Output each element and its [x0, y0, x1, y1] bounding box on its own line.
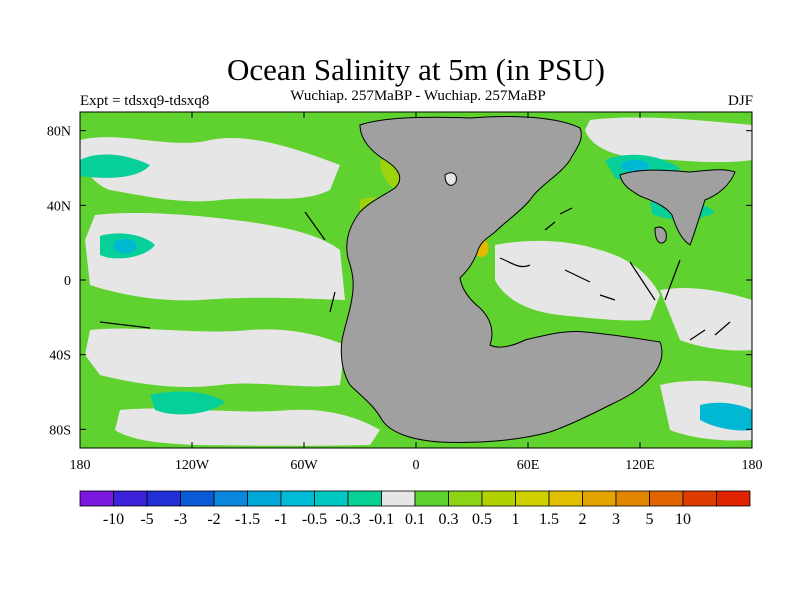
colorbar-label: -1.5: [235, 511, 260, 528]
near-zero-north-east: [585, 117, 752, 163]
colorbar-label: 10: [675, 511, 691, 528]
near-zero-south-pacific: [85, 328, 345, 387]
colorbar-label: -10: [103, 511, 124, 528]
colorbar-swatch: [481, 490, 516, 507]
colorbar-swatch: [79, 490, 114, 507]
near-zero-north-pacific: [80, 137, 340, 202]
colorbar-swatch: [180, 490, 215, 507]
colorbar-label: 1: [512, 511, 520, 528]
colorbar-swatch: [146, 490, 181, 507]
near-zero-tethys: [495, 240, 660, 321]
colorbar-swatch: [649, 490, 684, 507]
map-axis-ticks: 180 120W 60W 0 60E 120E 180 80N 40N 0 40S 80S: [47, 112, 763, 473]
land-masses: [340, 115, 736, 444]
coast-fragment-6: [629, 261, 656, 301]
x-tick-label: 180: [742, 458, 763, 473]
colorbar-swatch: [615, 490, 650, 507]
coastline-fragments: [99, 207, 731, 341]
coast-fragment-3: [329, 291, 336, 313]
coast-fragment-9: [689, 321, 731, 341]
map-title: Ocean Salinity at 5m (in PSU): [227, 52, 605, 87]
map-subtitle: Wuchiap. 257MaBP - Wuchiap. 257MaBP: [290, 88, 546, 104]
colorbar-label: -1: [274, 511, 287, 528]
east-island-middle: [654, 226, 667, 244]
season-label: DJF: [727, 93, 753, 109]
colorbar-label: -3: [174, 511, 187, 528]
colorbar-swatch: [716, 490, 751, 507]
negative-patch-far-east: [700, 402, 752, 431]
colorbar-swatch: [113, 490, 148, 507]
coast-fragment-7: [664, 259, 681, 301]
colorbar-label: -5: [140, 511, 153, 528]
colorbar-label: -0.1: [369, 511, 394, 528]
colorbar-label: 1.5: [539, 511, 559, 528]
colorbar-swatch: [213, 490, 248, 507]
colorbar-label: -0.3: [335, 511, 360, 528]
near-zero-central-pacific: [85, 212, 345, 301]
negative-patch-south-pacific: [150, 391, 225, 415]
colorbar-label: 3: [612, 511, 620, 528]
near-zero-east-tethys: [660, 288, 752, 351]
east-island-north: [619, 169, 736, 246]
colorbar-swatch: [515, 490, 550, 507]
colorbar-swatch: [414, 490, 449, 507]
coast-fragment-4: [544, 207, 573, 231]
x-tick-label: 60W: [290, 458, 318, 473]
negative-patch-north-east-core: [621, 160, 649, 172]
colorbar-label: 0.5: [472, 511, 492, 528]
colorbar-swatch: [582, 490, 617, 507]
colorbar-swatch: [314, 490, 349, 507]
colorbar-swatch: [448, 490, 483, 507]
colorbar-swatch: [347, 490, 382, 507]
negative-patch-tropical-core: [113, 239, 137, 253]
coast-fragment-5: [564, 269, 591, 283]
colorbar-swatch: [247, 490, 282, 507]
colorbar-label: 2: [579, 511, 587, 528]
y-tick-label: 80S: [49, 423, 71, 438]
colorbar-label: 0.3: [439, 511, 459, 528]
x-tick-label: 120W: [175, 458, 210, 473]
arctic-island: [444, 172, 457, 186]
colorbar-swatch: [682, 490, 717, 507]
experiment-label: Expt = tdsxq9-tdsxq8: [80, 93, 210, 109]
coast-fragment-10: [499, 257, 531, 268]
near-zero-southern-ocean: [115, 408, 380, 446]
map-field: [80, 112, 752, 448]
colorbar-swatch: [548, 490, 583, 507]
colorbar-label: 0.1: [405, 511, 425, 528]
y-tick-label: 0: [64, 274, 71, 289]
colorbar-label: -2: [207, 511, 220, 528]
y-tick-label: 40N: [47, 199, 71, 214]
coast-fragment-1: [304, 211, 326, 241]
colorbar-label: 5: [646, 511, 654, 528]
x-tick-label: 120E: [625, 458, 655, 473]
coast-fragment-8: [599, 294, 616, 301]
y-tick-label: 40S: [49, 349, 71, 364]
x-tick-label: 60E: [517, 458, 540, 473]
x-tick-label: 180: [70, 458, 91, 473]
colorbar-label: -0.5: [302, 511, 327, 528]
colorbar-swatch: [280, 490, 315, 507]
x-tick-label: 0: [413, 458, 420, 473]
y-tick-label: 80N: [47, 125, 71, 140]
coast-fragment-2: [99, 321, 151, 329]
negative-patch-north-pacific-west: [80, 154, 150, 178]
pangaea-continent: [340, 115, 663, 444]
colorbar-swatch: [381, 490, 416, 507]
colorbar: -10 -5 -3 -2 -1.5 -1 -0.5 -0.3 -0.1 0.1 0.3 0.5 1 1.5…: [79, 490, 751, 528]
